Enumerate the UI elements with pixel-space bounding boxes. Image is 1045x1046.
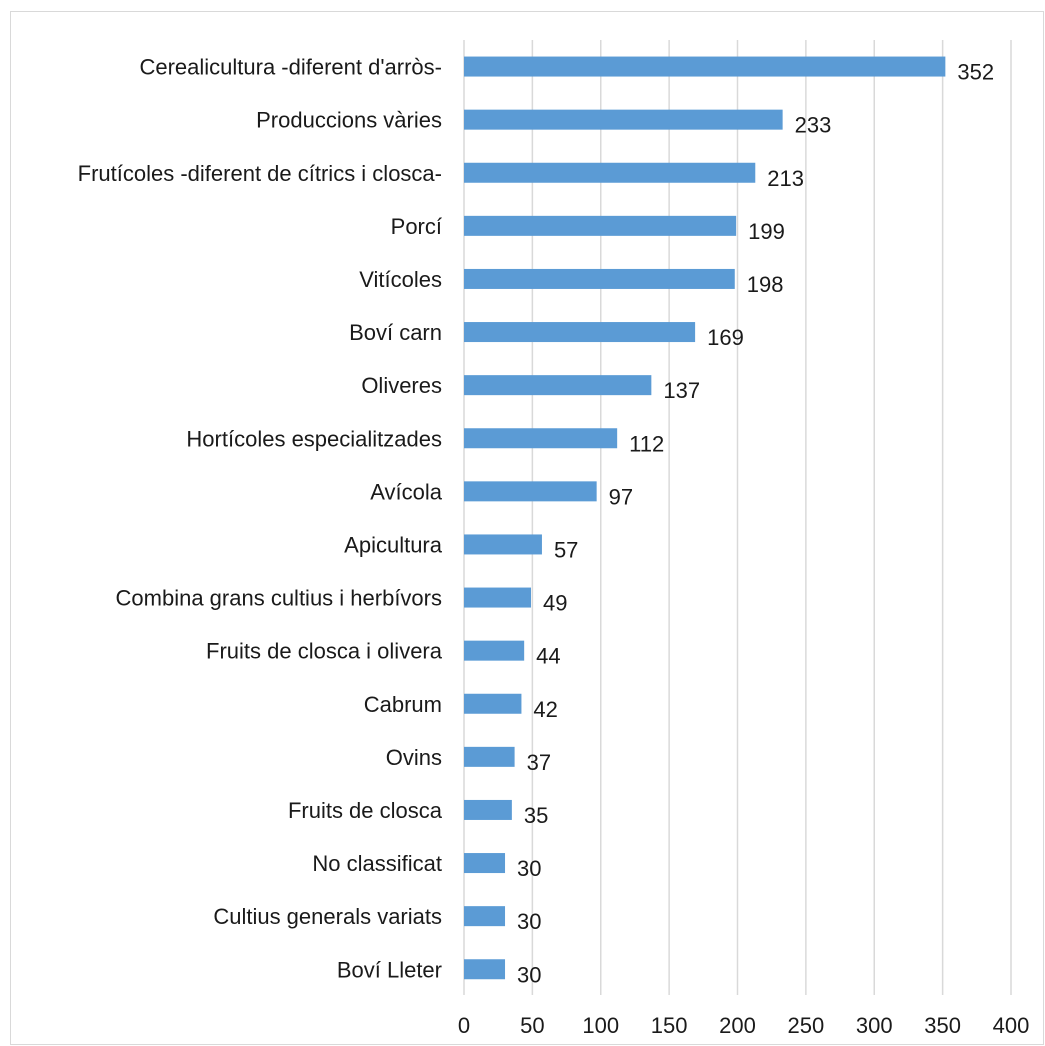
category-label: Vitícoles bbox=[359, 267, 442, 292]
x-tick-label: 50 bbox=[520, 1013, 544, 1038]
bar bbox=[464, 268, 735, 289]
category-label: Boví carn bbox=[349, 320, 442, 345]
x-tick-labels: 0 50 100 150 200 250 300 350 400 bbox=[458, 1013, 1029, 1038]
x-tick-label: 400 bbox=[993, 1013, 1030, 1038]
category-label: Cultius generals variats bbox=[213, 904, 442, 929]
category-label: Porcí bbox=[391, 214, 442, 239]
bars bbox=[464, 56, 946, 980]
bar bbox=[464, 534, 542, 555]
value-label: 30 bbox=[517, 909, 541, 934]
category-label: Fruits de closca bbox=[288, 798, 443, 823]
category-labels: Cerealicultura -diferent d'arròs- Producc… bbox=[78, 55, 443, 983]
category-label: Hortícoles especialitzades bbox=[186, 426, 442, 451]
bar bbox=[464, 906, 506, 927]
category-label: Produccions vàries bbox=[256, 108, 442, 133]
bar bbox=[464, 162, 756, 183]
x-tick-label: 350 bbox=[924, 1013, 961, 1038]
category-label: Ovins bbox=[386, 745, 442, 770]
bar bbox=[464, 109, 783, 130]
category-label: Cerealicultura -diferent d'arròs- bbox=[139, 55, 442, 80]
value-label: 35 bbox=[524, 803, 548, 828]
category-label: Frutícoles -diferent de cítrics i closca… bbox=[78, 161, 442, 186]
bar bbox=[464, 799, 512, 820]
bar bbox=[464, 959, 506, 980]
value-label: 30 bbox=[517, 856, 541, 881]
value-label: 112 bbox=[629, 431, 664, 456]
bar bbox=[464, 215, 737, 236]
bar bbox=[464, 587, 532, 608]
bar bbox=[464, 56, 946, 77]
value-label: 30 bbox=[517, 962, 541, 987]
value-label: 199 bbox=[748, 219, 785, 244]
x-tick-label: 250 bbox=[788, 1013, 825, 1038]
value-label: 42 bbox=[533, 697, 557, 722]
category-label: Cabrum bbox=[364, 692, 442, 717]
value-label: 57 bbox=[554, 537, 578, 562]
value-label: 169 bbox=[707, 325, 744, 350]
bar bbox=[464, 640, 525, 661]
category-label: Fruits de closca i olivera bbox=[206, 639, 443, 664]
value-label: 97 bbox=[609, 484, 633, 509]
x-tick-label: 300 bbox=[856, 1013, 893, 1038]
x-tick-label: 200 bbox=[719, 1013, 756, 1038]
value-labels: 352 233 213 199 198 169 137 112 97 57 49 44 42 37 35 30… bbox=[517, 60, 994, 988]
bar bbox=[464, 375, 652, 396]
category-label: Apicultura bbox=[344, 532, 443, 557]
x-tick-label: 150 bbox=[651, 1013, 688, 1038]
category-label: Avícola bbox=[370, 479, 443, 504]
bar bbox=[464, 428, 618, 449]
value-label: 44 bbox=[536, 644, 560, 669]
bar bbox=[464, 746, 515, 767]
value-label: 233 bbox=[795, 113, 832, 138]
value-label: 198 bbox=[747, 272, 784, 297]
value-label: 352 bbox=[957, 60, 994, 85]
category-label: Combina grans cultius i herbívors bbox=[116, 586, 442, 611]
value-label: 49 bbox=[543, 591, 567, 616]
category-label: Oliveres bbox=[361, 373, 442, 398]
bar bbox=[464, 853, 506, 874]
category-label: Boví Lleter bbox=[337, 957, 442, 982]
value-label: 37 bbox=[527, 750, 551, 775]
gridlines bbox=[463, 40, 1012, 995]
bar bbox=[464, 322, 696, 343]
value-label: 213 bbox=[767, 166, 804, 191]
x-tick-label: 0 bbox=[458, 1013, 470, 1038]
x-tick-label: 100 bbox=[582, 1013, 619, 1038]
category-label: No classificat bbox=[312, 851, 442, 876]
chart-frame bbox=[10, 11, 1044, 1045]
bar bbox=[464, 481, 597, 502]
value-label: 137 bbox=[663, 378, 700, 403]
bar bbox=[464, 693, 522, 714]
